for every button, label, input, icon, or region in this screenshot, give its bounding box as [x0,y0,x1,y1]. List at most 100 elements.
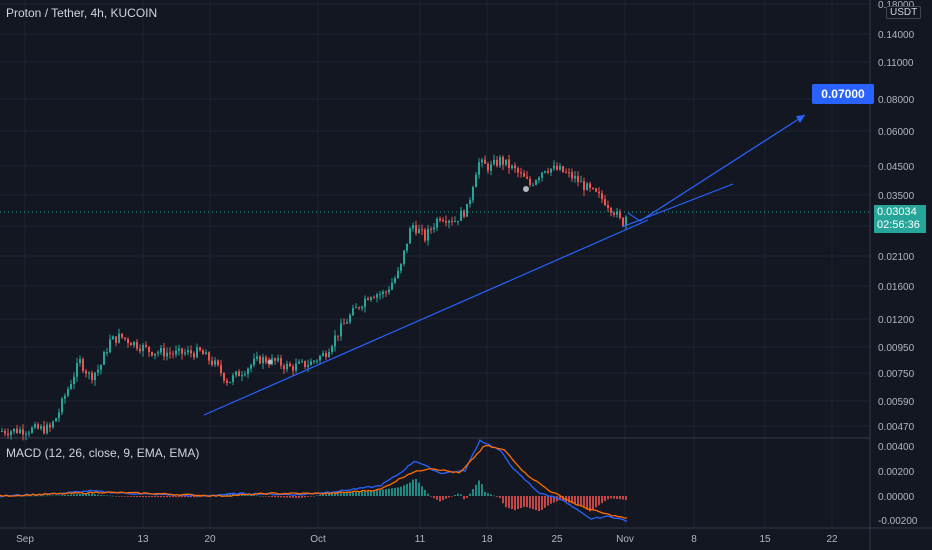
candle-body [562,166,564,173]
candle-body [532,184,534,186]
macd-histogram-bar [616,496,618,499]
macd-histogram-bar [97,494,99,496]
macd-histogram-bar [397,487,399,496]
macd-histogram-bar [427,493,429,496]
candle-body [301,360,303,362]
candle-body [445,220,447,223]
price-tick-label: 0.18000 [878,0,915,11]
candle-body [391,282,393,290]
support-trendline [203,219,649,416]
candle-body [280,358,282,366]
macd-histogram-bar [385,489,387,496]
candle-body [103,352,105,365]
candle-body [115,336,117,343]
candle-body [208,352,210,361]
macd-histogram-bar [64,495,66,496]
macd-histogram-bar [409,482,411,496]
marker-dot [267,359,273,365]
candle-body [55,418,57,422]
candle-body [202,350,204,355]
macd-histogram-bar [466,496,468,498]
macd-histogram-bar [619,496,621,500]
macd-histogram-bar [283,496,285,498]
candle-body [160,347,162,353]
macd-histogram-bar [511,496,513,510]
candle-body [7,433,9,436]
macd-histogram-bar [394,487,396,496]
macd-histogram-bar [79,493,81,496]
candle-body [262,357,264,364]
candle-body [313,360,315,362]
macd-histogram-bar [112,495,114,497]
macd-histogram-bar [151,496,153,498]
macd-histogram-bar [595,496,597,508]
candle-body [241,375,243,377]
macd-histogram-bar [430,496,432,497]
macd-histogram-bar [379,489,381,496]
candle-body [319,355,321,361]
macd-histogram-bar [496,496,498,497]
macd-histogram-bar [415,478,417,496]
macd-histogram-bar [226,493,228,496]
candle-body [523,173,525,177]
macd-histogram-bar [31,495,33,497]
candle-body [430,228,432,230]
bar-countdown-tag: 02:56:36 [874,218,926,233]
candle-body [94,372,96,381]
candle-body [151,351,153,356]
currency-badge[interactable]: USDT [886,6,922,19]
candle-body [475,174,477,188]
macd-histogram-bar [76,494,78,496]
macd-histogram-bar [310,496,312,497]
candle-body [334,335,336,347]
candle-body [541,172,543,178]
candle-body [157,352,159,354]
candle-body [196,347,198,358]
macd-histogram-bar [448,496,450,498]
candle-body [502,157,504,165]
candle-body [232,375,234,382]
time-tick-label: 22 [826,534,838,545]
macd-histogram-bar [55,495,57,497]
macd-tick-label: 0.00200 [878,467,915,478]
candle-body [487,163,489,171]
macd-histogram-bar [256,495,258,497]
candle-body [322,353,324,356]
time-tick-label: Sep [16,534,34,545]
macd-histogram-bar [346,492,348,496]
macd-histogram-bar [322,494,324,496]
candle-body [88,372,90,374]
candle-body [229,381,231,383]
candle-body [250,364,252,369]
macd-histogram-bar [622,496,624,500]
candle-body [364,298,366,307]
macd-histogram-bar [229,493,231,496]
macd-indicator-label[interactable]: MACD (12, 26, close, 9, EMA, EMA) [6,446,200,460]
macd-histogram-bar [502,496,504,504]
macd-histogram-bar [178,496,180,498]
candle-body [499,157,501,166]
macd-histogram-bar [586,496,588,510]
macd-histogram-bar [607,496,609,500]
candle-body [205,352,207,355]
candle-body [193,353,195,358]
candle-body [457,220,459,222]
macd-histogram-bar [553,496,555,503]
candle-body [355,307,357,309]
candle-body [490,164,492,171]
candle-body [340,323,342,337]
candle-body [379,293,381,295]
candle-body [454,220,456,222]
price-tick-label: 0.00950 [878,343,915,354]
signal-line [0,444,628,519]
candle-body [61,398,63,413]
candle-body [283,365,285,370]
candle-body [376,294,378,298]
macd-histogram-bar [418,482,420,496]
macd-histogram-bar [445,496,447,499]
candle-body [199,347,201,351]
candle-body [421,229,423,231]
candle-body [49,424,51,428]
candle-body [217,360,219,365]
